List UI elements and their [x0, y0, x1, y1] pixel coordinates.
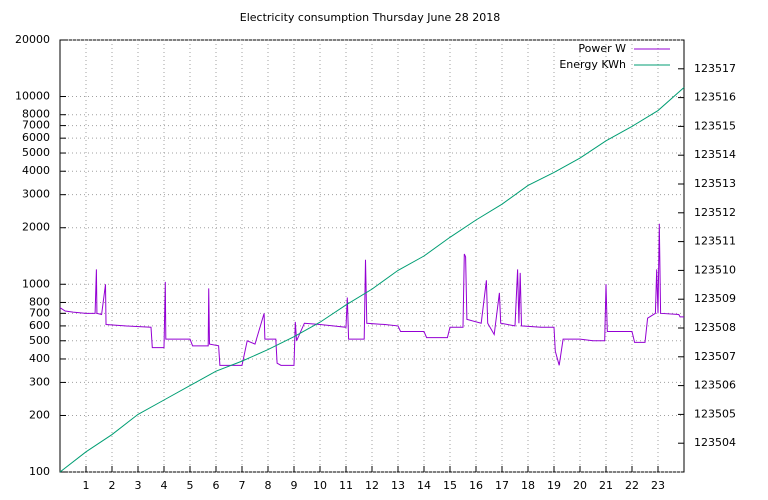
x-tick-label: 19 — [547, 479, 561, 492]
x-tick-label: 3 — [135, 479, 142, 492]
y-tick-label: 1000 — [22, 277, 50, 290]
y2-tick-label: 123513 — [694, 177, 736, 190]
y-tick-label: 700 — [29, 306, 50, 319]
y2-tick-label: 123517 — [694, 62, 736, 75]
y-tick-label: 2000 — [22, 221, 50, 234]
x-tick-label: 21 — [599, 479, 613, 492]
x-tick-label: 4 — [161, 479, 168, 492]
x-tick-label: 5 — [187, 479, 194, 492]
x-tick-label: 17 — [495, 479, 509, 492]
y-tick-label: 100 — [29, 465, 50, 478]
x-tick-label: 12 — [365, 479, 379, 492]
y2-tick-label: 123515 — [694, 119, 736, 132]
x-tick-label: 11 — [339, 479, 353, 492]
y-tick-label: 4000 — [22, 164, 50, 177]
series-line — [59, 87, 685, 473]
legend-label: Energy KWh — [559, 58, 626, 71]
y-tick-label: 20000 — [15, 33, 50, 46]
y-tick-label: 6000 — [22, 131, 50, 144]
y-tick-label: 600 — [29, 319, 50, 332]
x-tick-label: 9 — [291, 479, 298, 492]
y2-tick-label: 123509 — [694, 292, 736, 305]
y2-tick-label: 123511 — [694, 235, 736, 248]
series-line — [59, 223, 684, 366]
y2-tick-label: 123512 — [694, 206, 736, 219]
y2-tick-label: 123510 — [694, 263, 736, 276]
legend-label: Power W — [578, 42, 626, 55]
y-tick-label: 500 — [29, 334, 50, 347]
x-tick-label: 7 — [239, 479, 246, 492]
x-tick-label: 23 — [651, 479, 665, 492]
y-tick-label: 200 — [29, 408, 50, 421]
y2-tick-label: 123514 — [694, 148, 736, 161]
x-tick-label: 2 — [109, 479, 116, 492]
y-tick-label: 800 — [29, 295, 50, 308]
x-tick-label: 8 — [265, 479, 272, 492]
x-tick-label: 18 — [521, 479, 535, 492]
chart-title: Electricity consumption Thursday June 28… — [240, 11, 500, 24]
y2-tick-label: 123505 — [694, 407, 736, 420]
y-tick-label: 400 — [29, 352, 50, 365]
y2-tick-label: 123516 — [694, 91, 736, 104]
x-tick-label: 13 — [391, 479, 405, 492]
x-tick-label: 10 — [313, 479, 327, 492]
x-tick-label: 15 — [443, 479, 457, 492]
y-tick-label: 8000 — [22, 108, 50, 121]
x-tick-label: 16 — [469, 479, 483, 492]
x-tick-label: 1 — [83, 479, 90, 492]
y-tick-label: 10000 — [15, 90, 50, 103]
y2-tick-label: 123504 — [694, 436, 736, 449]
y-tick-label: 7000 — [22, 119, 50, 132]
x-tick-label: 6 — [213, 479, 220, 492]
y-tick-label: 5000 — [22, 146, 50, 159]
y2-tick-label: 123508 — [694, 321, 736, 334]
x-tick-label: 22 — [625, 479, 639, 492]
y2-tick-label: 123507 — [694, 350, 736, 363]
x-tick-label: 20 — [573, 479, 587, 492]
x-tick-label: 14 — [417, 479, 431, 492]
y2-tick-label: 123506 — [694, 379, 736, 392]
y-tick-label: 300 — [29, 375, 50, 388]
y-tick-label: 3000 — [22, 188, 50, 201]
